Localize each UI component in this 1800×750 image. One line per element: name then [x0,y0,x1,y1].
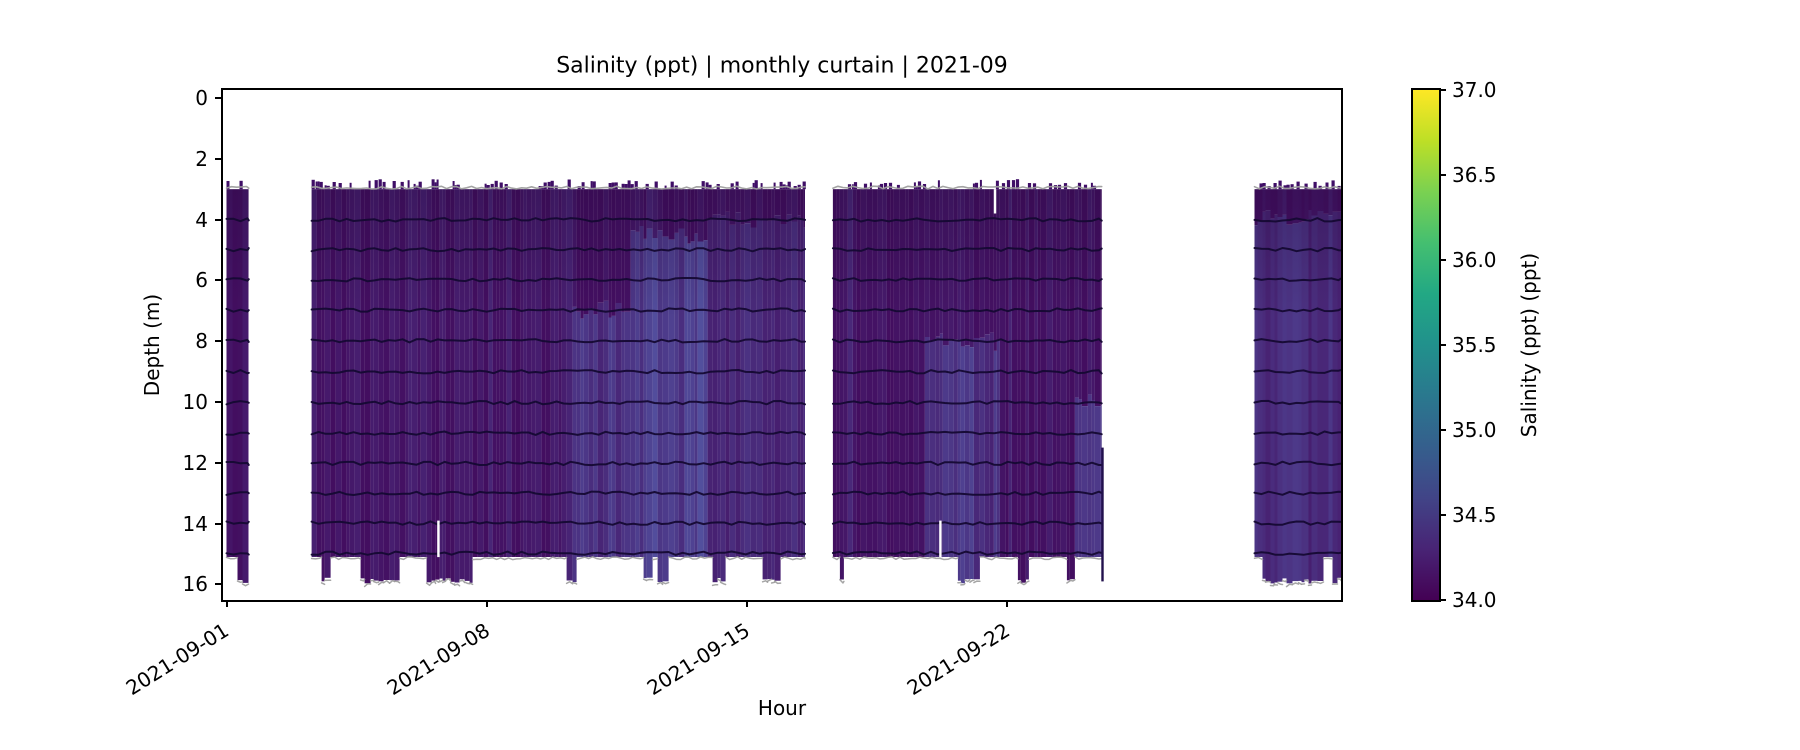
y-tick-label: 8 [195,329,208,354]
colorbar-tick-mark [1439,514,1446,516]
colorbar [1411,88,1441,602]
chart-title: Salinity (ppt) | monthly curtain | 2021-… [556,53,1008,79]
x-tick-mark [225,600,228,607]
x-tick-label: 2021-09-15 [642,618,754,700]
y-tick-label: 2 [195,146,208,171]
colorbar-tick-mark [1439,429,1446,431]
colorbar-tick-mark [1439,89,1446,91]
colorbar-tick-label: 36.0 [1452,248,1497,272]
y-tick-label: 14 [182,511,208,536]
plot-area [221,88,1343,602]
x-axis-label: Hour [757,696,807,720]
colorbar-tick-label: 35.0 [1452,418,1497,442]
x-tick-mark [1006,600,1009,607]
data-gap-artifacts [437,189,997,558]
y-tick-label: 0 [195,86,208,110]
y-tick-mark [215,401,223,403]
colorbar-tick-label: 35.5 [1452,333,1497,357]
colorbar-tick-label: 34.0 [1452,588,1497,612]
colorbar-label: Salinity (ppt) (ppt) [1517,252,1541,438]
y-tick-label: 6 [195,268,208,293]
colorbar-tick-mark [1439,259,1446,261]
colorbar-tick-label: 36.5 [1452,163,1497,187]
colorbar-tick-label: 34.5 [1452,503,1497,527]
x-tick-mark [746,600,749,607]
y-tick-mark [215,461,223,464]
edge-spike-artifacts [1101,447,1104,582]
y-tick-mark [215,279,223,282]
x-tick-mark [485,600,488,607]
colorbar-tick-label: 37.0 [1452,78,1497,102]
y-tick-mark [215,522,223,525]
colorbar-tick-mark [1439,174,1446,176]
y-tick-label: 10 [182,390,208,414]
x-tick-label: 2021-09-08 [382,618,494,700]
salinity-curtain-heatmap [225,179,1341,588]
y-tick-mark [215,340,223,343]
heatmap-segment [225,180,250,587]
y-tick-mark [215,218,223,221]
x-tick-label: 2021-09-22 [902,618,1014,700]
y-tick-label: 16 [182,572,208,597]
colorbar-tick-mark [1439,344,1446,346]
heatmap-segment [1253,180,1341,588]
heatmap-segment [310,179,806,588]
x-tick-label: 2021-09-01 [121,618,234,700]
heatmap-segment [831,179,1103,586]
y-tick-label: 4 [195,207,208,232]
y-tick-mark [215,157,223,160]
y-tick-label: 12 [182,450,208,475]
y-tick-mark [215,583,223,586]
colorbar-tick-mark [1439,599,1446,601]
y-tick-mark [215,97,223,99]
